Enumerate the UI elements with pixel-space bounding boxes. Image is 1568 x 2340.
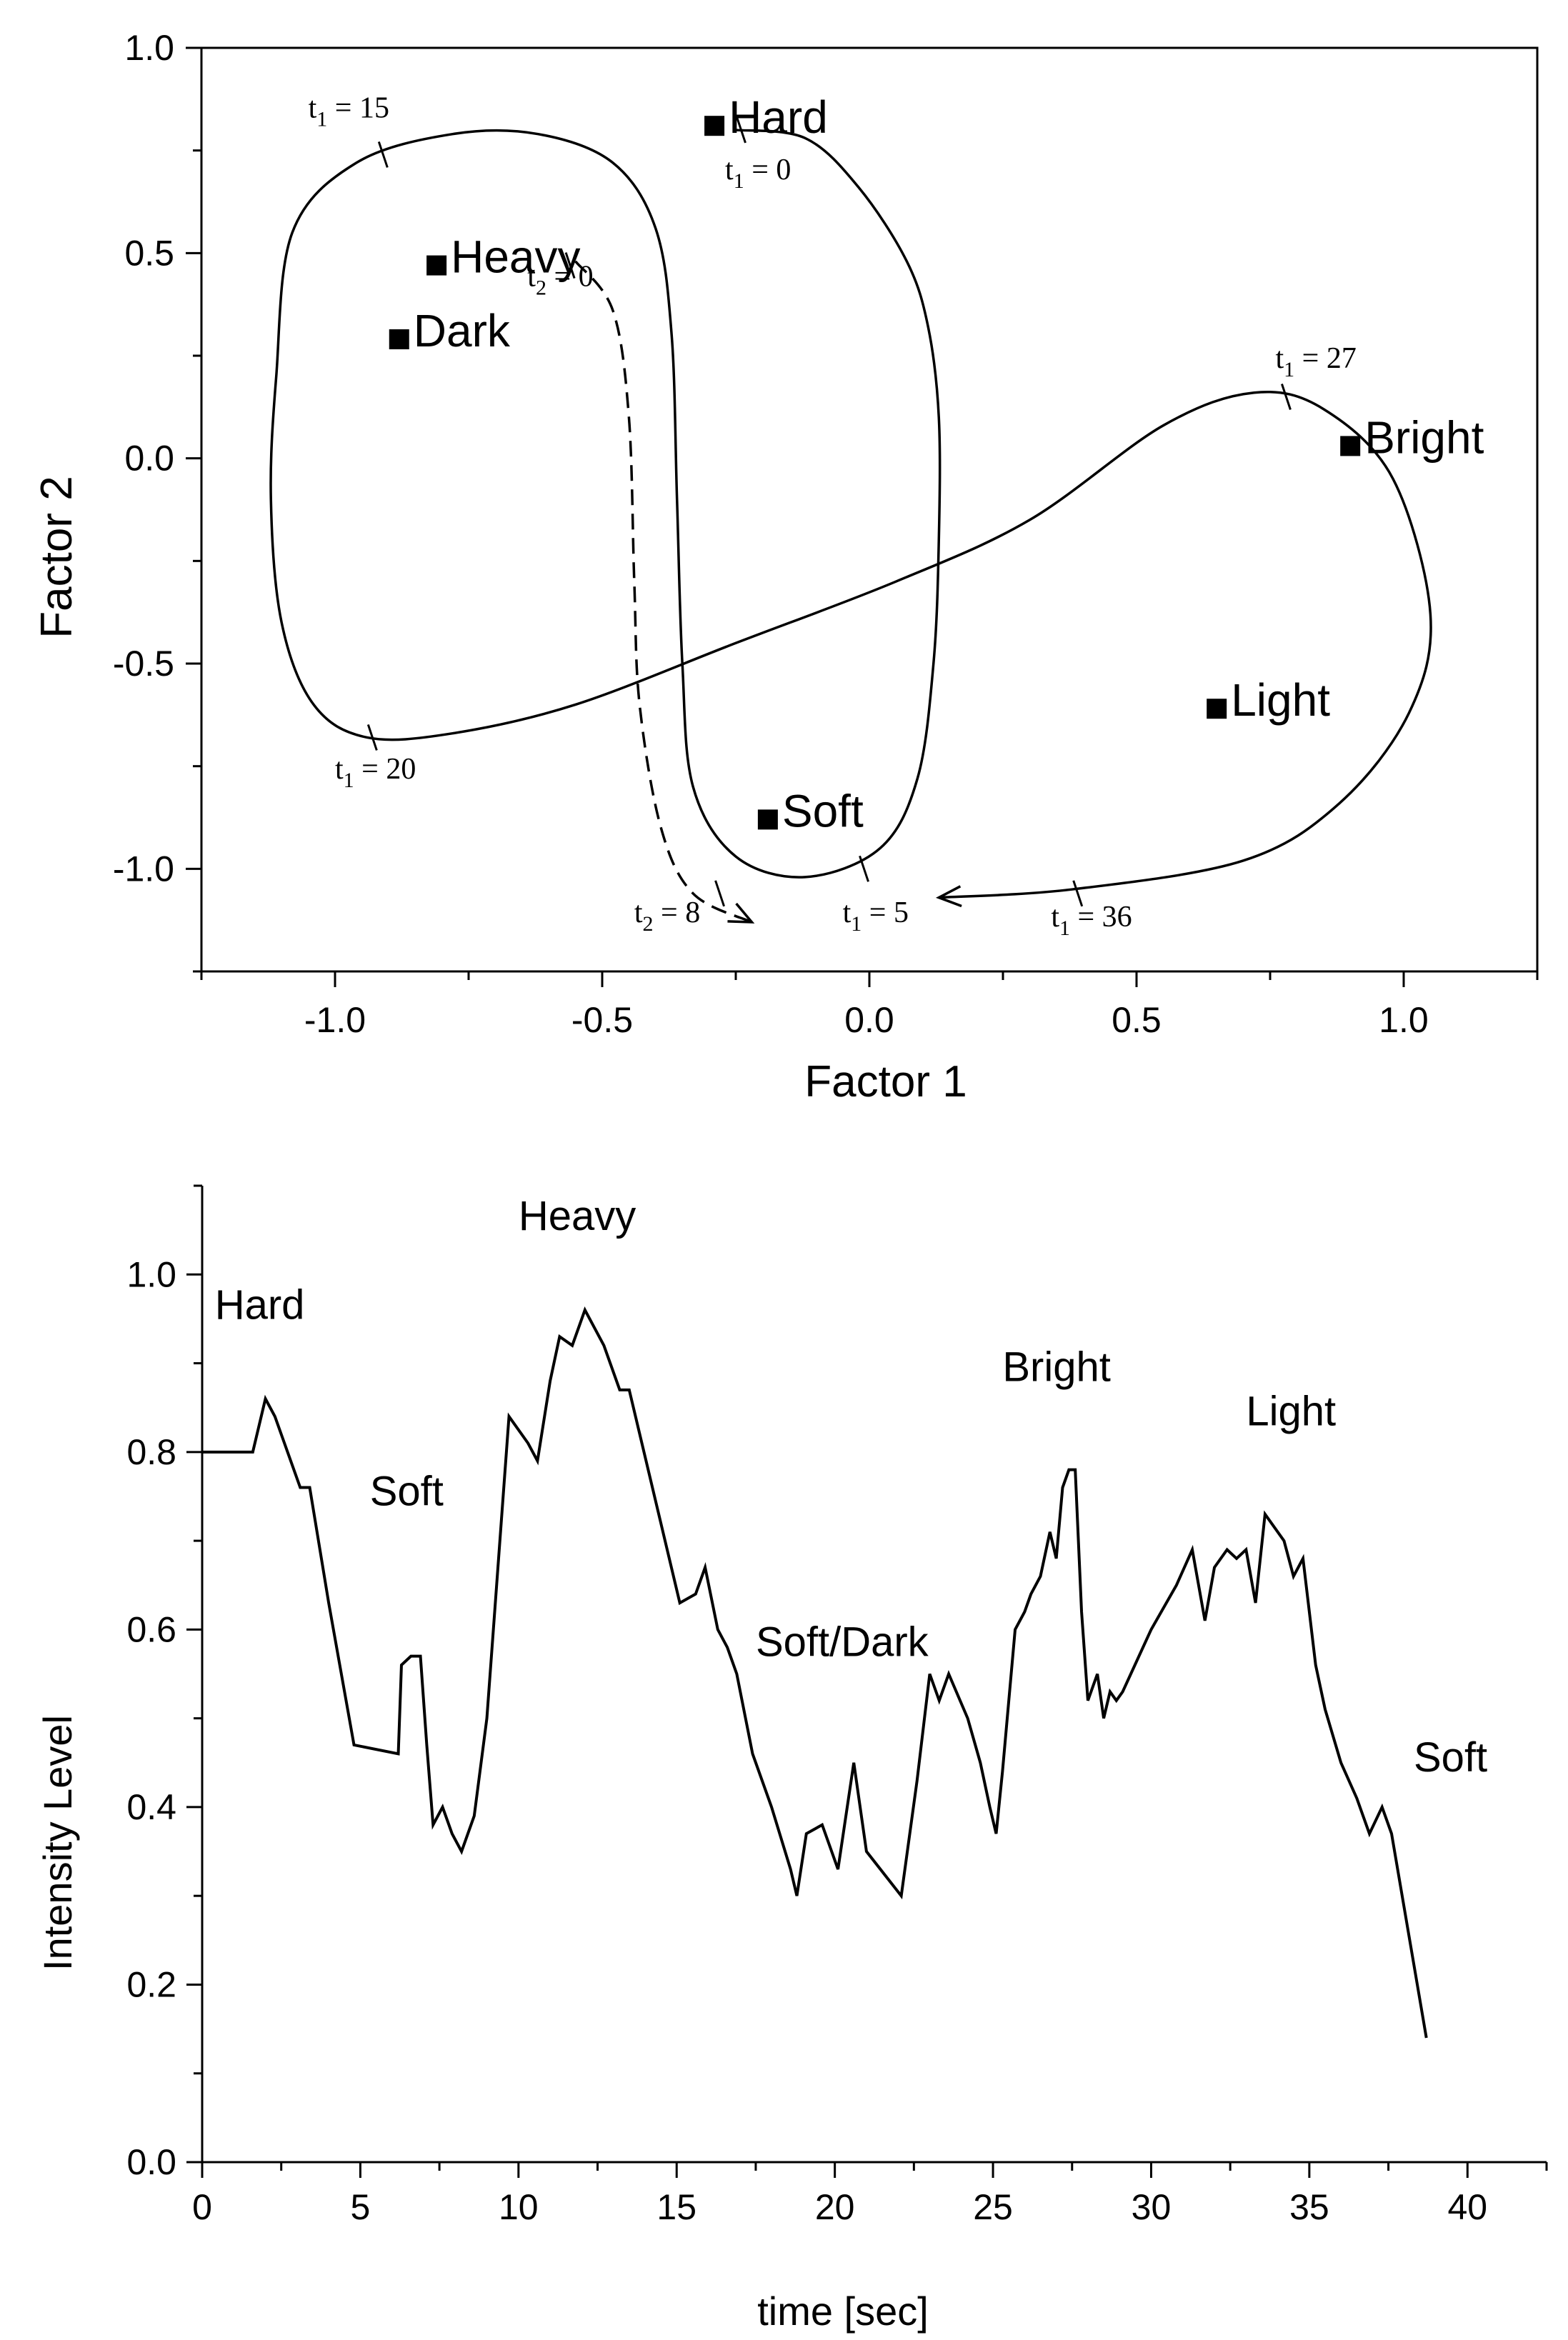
bottom-y-tick-label: 0.6 [126, 1609, 176, 1649]
attribute-point-label: Soft [782, 785, 864, 836]
intensity-chart: 0 5 10 15 20 25 30 35 40 1.0 0.8 0.6 0.4 0.2 0.0 Hard… [35, 1184, 1548, 2334]
bottom-x-tick-label: 10 [499, 2187, 539, 2227]
attribute-point-marker [426, 255, 447, 276]
trajectory-t1 [269, 129, 1432, 899]
bottom-x-tick-label: 0 [192, 2187, 212, 2227]
time-mark [377, 141, 389, 168]
time-mark [366, 724, 378, 751]
factor-space-chart: -1.0 -0.5 0.0 0.5 1.0 1.0 0.5 0.0 -0.5 -1.0 t1 =… [32, 28, 1539, 1106]
bottom-y-tick-label: 0.0 [126, 2142, 176, 2182]
time-annotation: t1 = 36 [1051, 901, 1132, 940]
time-annotation: t2 = 8 [634, 896, 700, 936]
trajectory-t2 [574, 260, 753, 924]
time-annotation: t1 = 0 [725, 154, 791, 193]
bottom-y-tick-label: 0.2 [126, 1964, 176, 2004]
time-mark [1281, 383, 1292, 410]
time-mark [714, 880, 725, 907]
intensity-series-line [202, 1306, 1428, 2039]
bottom-x-tick-label: 35 [1289, 2187, 1329, 2227]
attribute-point-marker [1207, 699, 1227, 719]
bottom-x-tick-label: 25 [973, 2187, 1013, 2227]
time-mark [859, 855, 869, 882]
attribute-point-marker [389, 329, 409, 350]
bottom-x-tick-label: 20 [815, 2187, 855, 2227]
region-label: Soft/Dark [756, 1619, 929, 1666]
region-label: Light [1246, 1389, 1336, 1435]
region-label: Bright [1002, 1344, 1111, 1390]
bottom-y-tick-label: 0.8 [126, 1432, 176, 1472]
region-label: Hard [215, 1281, 305, 1328]
attribute-point-marker [704, 116, 725, 136]
bottom-y-ticks: 1.0 0.8 0.6 0.4 0.2 0.0 [126, 1184, 202, 2182]
top-y-axis-title: Factor 2 [32, 476, 81, 638]
top-y-tick-label: 0.0 [124, 439, 174, 479]
bottom-x-axis-title: time [sec] [757, 2289, 929, 2334]
attribute-point-marker [757, 809, 778, 830]
time-annotation: t1 = 15 [309, 92, 389, 131]
bottom-x-tick-label: 15 [656, 2187, 696, 2227]
bottom-x-tick-label: 40 [1447, 2187, 1487, 2227]
top-y-tick-label: 1.0 [124, 28, 174, 68]
arrowhead [727, 902, 755, 924]
attribute-point-label: Light [1231, 674, 1330, 726]
bottom-axes [201, 1186, 1547, 2164]
top-y-tick-label: -0.5 [113, 644, 174, 684]
time-annotations: t1 = 15 t1 = 0 t2 = 0 t1 = 27 t1 = 20 t2 = 8 t… [309, 92, 1357, 940]
attribute-point-label: Hard [729, 91, 828, 143]
attribute-point-label: Dark [414, 305, 511, 356]
top-x-axis-title: Factor 1 [804, 1057, 967, 1106]
attribute-point-label: Bright [1364, 411, 1484, 463]
bottom-y-axis-title: Intensity Level [35, 1715, 80, 1971]
bottom-y-tick-label: 1.0 [126, 1254, 176, 1294]
time-annotation: t2 = 0 [527, 260, 593, 299]
bottom-y-tick-label: 0.4 [126, 1787, 176, 1827]
top-x-tick-label: 0.5 [1112, 1000, 1162, 1040]
time-mark [736, 116, 746, 144]
top-y-tick-label: -1.0 [113, 849, 174, 889]
time-mark [1072, 880, 1084, 907]
attribute-points: Hard Heavy Dark Bright Light Soft [389, 91, 1484, 836]
arrowhead [935, 885, 962, 908]
top-x-ticks: -1.0 -0.5 0.0 0.5 1.0 [200, 971, 1539, 1040]
bottom-x-tick-label: 5 [351, 2187, 371, 2227]
time-annotation: t1 = 5 [843, 896, 909, 936]
top-y-tick-label: 0.5 [124, 233, 174, 273]
region-labels: Hard Soft Heavy Soft/Dark Bright Light Soft [215, 1193, 1487, 1781]
top-x-tick-label: 0.0 [844, 1000, 894, 1040]
top-x-tick-label: -0.5 [571, 1000, 633, 1040]
region-label: Heavy [519, 1193, 636, 1239]
trajectory-arrowheads [727, 885, 962, 924]
attribute-point-marker [1340, 436, 1361, 456]
top-x-tick-label: -1.0 [304, 1000, 366, 1040]
top-y-ticks: 1.0 0.5 0.0 -0.5 -1.0 [113, 28, 201, 973]
top-plot-frame [200, 46, 1539, 973]
region-label: Soft [1414, 1734, 1487, 1781]
top-x-tick-label: 1.0 [1379, 1000, 1429, 1040]
time-mark [564, 252, 576, 279]
time-annotation: t1 = 20 [335, 753, 416, 792]
attribute-point-label: Heavy [451, 231, 580, 283]
bottom-x-ticks: 0 5 10 15 20 25 30 35 40 [192, 2162, 1548, 2227]
bottom-x-tick-label: 30 [1132, 2187, 1172, 2227]
time-annotation: t1 = 27 [1275, 342, 1356, 381]
region-label: Soft [370, 1468, 444, 1514]
